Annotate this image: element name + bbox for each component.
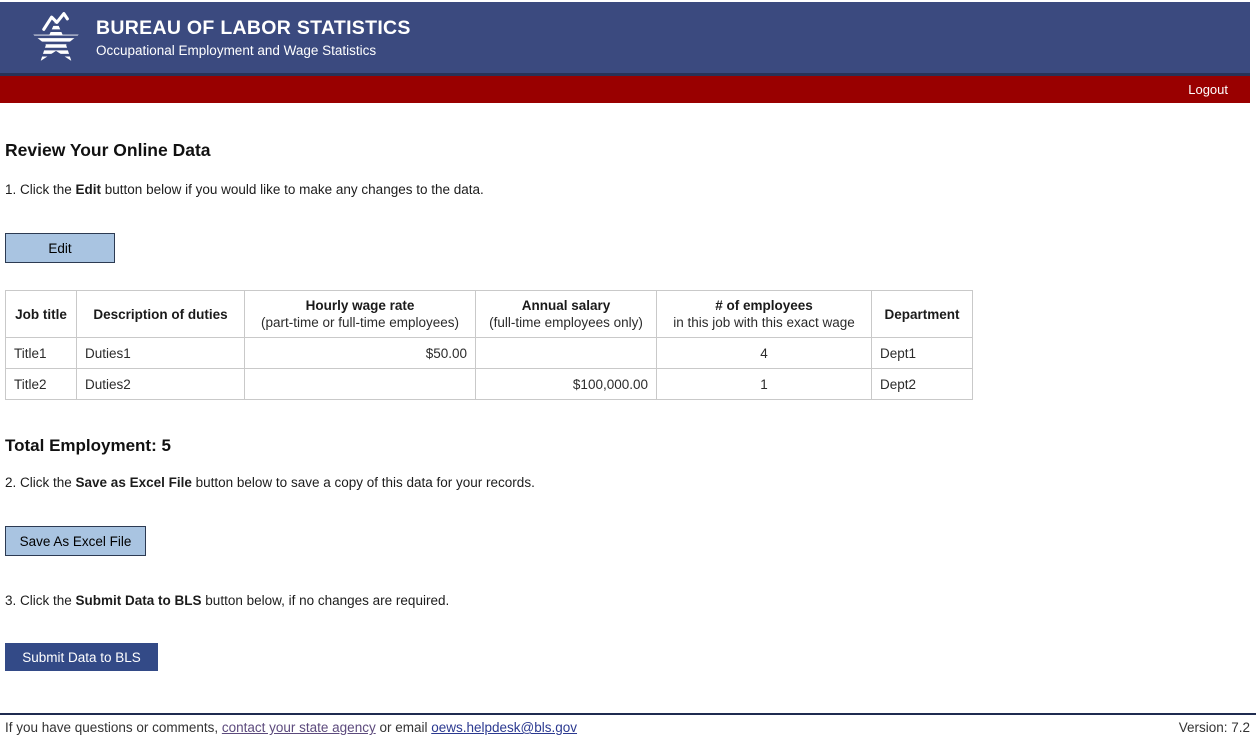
cell-hourly-wage	[244, 368, 476, 400]
step1-bold: Edit	[75, 182, 102, 197]
site-title: BUREAU OF LABOR STATISTICS	[96, 16, 411, 39]
step2-suffix: button below to save a copy of this data…	[191, 475, 535, 490]
state-agency-link[interactable]: contact your state agency	[221, 720, 376, 735]
step2-instruction: 2. Click the Save as Excel File button b…	[5, 474, 1250, 491]
step2-bold: Save as Excel File	[75, 475, 192, 490]
cell-department: Dept2	[871, 368, 973, 400]
column-header-hourly-wage: Hourly wage rate (part-time or full-time …	[244, 290, 476, 338]
step3-instruction: 3. Click the Submit Data to BLS button b…	[5, 592, 1250, 609]
total-employment-label: Total Employment:	[5, 436, 157, 455]
total-employment: Total Employment: 5	[5, 436, 1250, 456]
cell-num-employees: 1	[656, 368, 872, 400]
step3-bold: Submit Data to BLS	[75, 593, 202, 608]
table-row: Title2 Duties2 $100,000.00 1 Dept2	[5, 368, 973, 400]
site-subtitle: Occupational Employment and Wage Statist…	[96, 42, 377, 58]
table-header-row: Job title Description of duties Hourly w…	[5, 290, 973, 338]
utility-bar: Logout	[0, 76, 1250, 103]
footer-text-prefix: If you have questions or comments,	[5, 720, 222, 735]
review-table: Job title Description of duties Hourly w…	[5, 290, 973, 400]
cell-job-title: Title2	[5, 368, 77, 400]
footer-divider	[0, 713, 1256, 715]
step3-suffix: button below, if no changes are required…	[201, 593, 450, 608]
step1-instruction: 1. Click the Edit button below if you wo…	[5, 181, 1250, 198]
version-label: Version: 7.2	[1178, 720, 1250, 735]
step2-prefix: 2. Click the	[5, 475, 76, 490]
cell-hourly-wage: $50.00	[244, 337, 476, 369]
page-title: Review Your Online Data	[5, 140, 211, 160]
column-header-department: Department	[871, 290, 973, 338]
cell-annual-salary	[475, 337, 657, 369]
email-helpdesk-link[interactable]: oews.helpdesk@bls.gov	[431, 720, 578, 735]
table-row: Title1 Duties1 $50.00 4 Dept1	[5, 337, 973, 369]
footer: If you have questions or comments, conta…	[0, 720, 1256, 735]
save-excel-button[interactable]: Save As Excel File	[5, 526, 146, 556]
step1-suffix: button below if you would like to make a…	[101, 182, 484, 197]
column-header-description: Description of duties	[76, 290, 245, 338]
logout-link[interactable]: Logout	[1188, 82, 1228, 97]
footer-text-middle: or email	[375, 720, 432, 735]
cell-num-employees: 4	[656, 337, 872, 369]
cell-description: Duties2	[76, 368, 245, 400]
cell-job-title: Title1	[5, 337, 77, 369]
column-header-annual-salary: Annual salary (full-time employees only)	[475, 290, 657, 338]
step1-prefix: 1. Click the	[5, 182, 76, 197]
footer-help-text: If you have questions or comments, conta…	[5, 720, 577, 735]
edit-button[interactable]: Edit	[5, 233, 115, 263]
step3-prefix: 3. Click the	[5, 593, 76, 608]
column-header-job-title: Job title	[5, 290, 77, 338]
total-employment-value: 5	[161, 436, 171, 455]
cell-department: Dept1	[871, 337, 973, 369]
header-banner: BUREAU OF LABOR STATISTICS Occupational …	[0, 2, 1250, 76]
submit-data-button[interactable]: Submit Data to BLS	[5, 643, 158, 671]
column-header-num-employees: # of employees in this job with this exac…	[656, 290, 872, 338]
bls-star-logo-icon	[28, 10, 84, 68]
cell-description: Duties1	[76, 337, 245, 369]
cell-annual-salary: $100,000.00	[475, 368, 657, 400]
main-content: Review Your Online Data 1. Click the Edi…	[0, 140, 1256, 671]
header-titles: BUREAU OF LABOR STATISTICS Occupational …	[96, 17, 411, 59]
